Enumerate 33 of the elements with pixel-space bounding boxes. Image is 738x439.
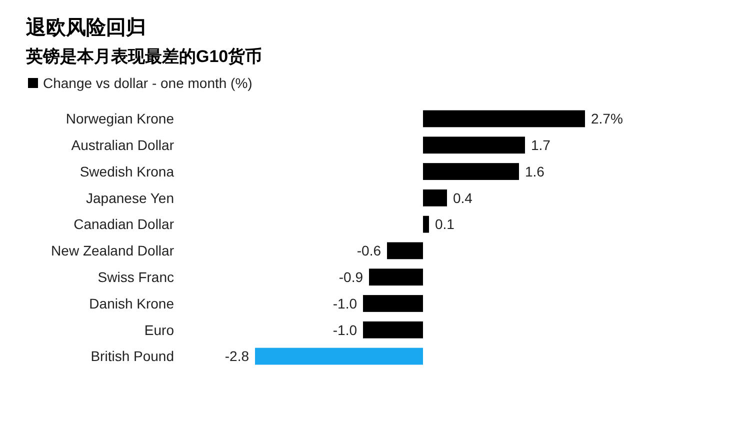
data-label: 1.6: [525, 163, 545, 180]
y-tick-label: Canadian Dollar: [74, 216, 174, 232]
data-label: -0.6: [356, 242, 382, 259]
data-label: -2.8: [224, 348, 250, 364]
y-tick-label: British Pound: [90, 348, 174, 364]
y-tick-label: Australian Dollar: [71, 137, 174, 154]
data-label: -0.9: [338, 268, 364, 285]
bar: [423, 163, 519, 180]
data-label: -1.0: [332, 295, 358, 312]
bar: [423, 136, 525, 154]
data-label: 1.7: [531, 137, 551, 154]
text: 退欧风险回归: [25, 16, 146, 39]
bar: [423, 110, 585, 128]
y-tick-label: Swedish Krona: [80, 163, 174, 180]
y-tick-label: Swiss Franc: [98, 268, 174, 285]
bar: [363, 321, 423, 338]
legend-label: Change vs dollar - one month (%): [43, 75, 252, 91]
bar: [423, 216, 429, 233]
chart-subtitle: 英镑是本月表现最差的G10货币: [25, 47, 262, 66]
data-label: 0.1: [435, 216, 455, 232]
bar: [387, 242, 423, 260]
y-tick-label: Norwegian Krone: [66, 110, 174, 127]
bar: [363, 295, 423, 312]
y-tick-label: Euro: [144, 322, 174, 338]
y-tick-label: Danish Krone: [89, 295, 174, 312]
bar: [255, 348, 423, 365]
data-label: 2.7%: [591, 110, 623, 127]
bar: [369, 268, 423, 286]
data-label: -1.0: [332, 322, 358, 338]
data-label: 0.4: [453, 190, 473, 206]
y-tick-label: Japanese Yen: [86, 190, 174, 206]
bar: [423, 189, 447, 206]
y-tick-label: New Zealand Dollar: [51, 242, 174, 259]
